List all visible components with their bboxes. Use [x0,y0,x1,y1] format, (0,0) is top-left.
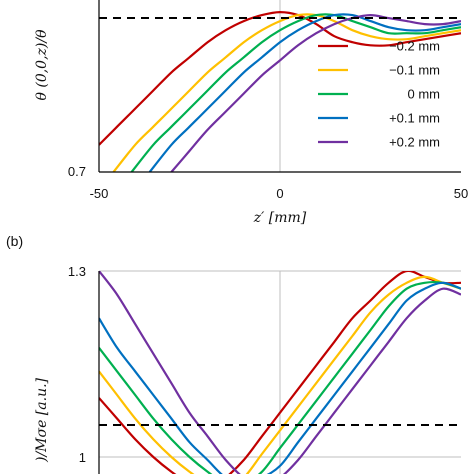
panel-a-xtick-label-center: 0 [276,186,283,201]
panel-a-legend-label-1: −0.2 mm [389,39,440,54]
panel-a-series-line-2 [112,13,461,172]
panel-a-legend: −0.2 mm −0.1 mm 0 mm +0.1 mm +0.2 mm [318,39,440,150]
panel-b-ytick-label-top: 1.3 [68,264,86,279]
panel-a-y-axis-label: θ (0,0,z)/θ [34,29,50,101]
panel-b: (b) 1.3 1 )/Mσe [a.u.] [6,233,461,474]
panel-b-y-axis-label: )/Mσe [a.u.] [34,377,50,463]
panel-a-ytick-label: 0.7 [68,164,86,179]
panel-a-xtick-label-right: 50 [454,186,468,201]
panel-a-series-line-3 [130,13,461,172]
panel-a-legend-label-4: +0.1 mm [389,111,440,126]
panel-b-ytick-label-bottom: 1 [79,450,86,465]
panel-a-legend-label-3: 0 mm [408,87,441,102]
panel-a-legend-label-5: +0.2 mm [389,135,440,150]
panel-a-xtick-label-left: -50 [90,186,109,201]
panel-b-series-line-2 [99,275,461,474]
panel-a-series-group [99,10,461,172]
panel-a-series-line-1 [99,10,461,146]
panel-b-series-line-4 [99,281,461,474]
panel-b-label: (b) [6,233,23,249]
panel-b-series-line-5 [99,271,461,474]
panel-b-series-line-1 [99,271,461,474]
panel-a: 0.7 -50 0 50 z′ [mm] θ (0,0,z)/θ −0.2 mm… [34,0,468,226]
panel-a-x-axis-label: z′ [mm] [253,210,307,226]
panel-a-legend-label-2: −0.1 mm [389,63,440,78]
panel-a-series-line-5 [170,13,461,172]
panel-a-series-line-4 [148,13,461,172]
